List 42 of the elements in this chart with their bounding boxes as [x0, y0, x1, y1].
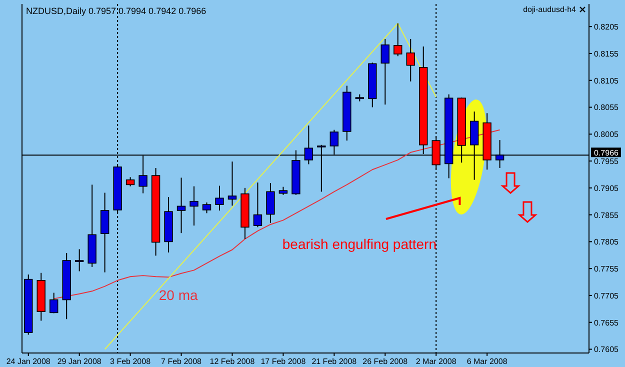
candlestick: [406, 38, 415, 82]
x-tick-label: 24 Jan 2008: [6, 357, 51, 366]
candlestick: [126, 176, 135, 187]
y-tick-label: 0.7605: [594, 345, 620, 354]
y-tick-label: 0.8105: [594, 76, 620, 86]
series-label: 20 ma: [158, 286, 198, 303]
y-tick-label: 0.8055: [594, 103, 620, 112]
x-tick-label: 21 Feb 2008: [312, 357, 358, 366]
y-tick-label: 0.8155: [594, 49, 620, 58]
candlestick: [190, 186, 198, 226]
y-tick-label: 0.7805: [594, 238, 620, 247]
x-tick-label: 6 Mar 2008: [466, 357, 508, 366]
x-tick-label: 26 Feb 2008: [362, 357, 408, 366]
ref-line-label: 0.7966: [594, 148, 620, 158]
candlestick: [253, 182, 262, 228]
candlestick: [266, 182, 275, 224]
candlestick: [215, 185, 224, 211]
chart-title: NZDUSD,Daily 0.7957 0.7994 0.7942 0.7966: [26, 6, 206, 16]
candlestick: [394, 22, 402, 57]
candlestick: [100, 192, 110, 273]
y-tick-label: 0.7905: [594, 184, 620, 193]
candlestick: [228, 161, 237, 206]
x-tick-label: 17 Feb 2008: [260, 357, 306, 366]
candlestick: [202, 202, 212, 214]
y-tick-label: 0.7855: [594, 210, 620, 220]
x-tick-label: 2 Mar 2008: [416, 357, 457, 366]
y-tick-label: 0.7705: [594, 291, 620, 300]
candlestick: [50, 292, 58, 314]
x-tick-label: 12 Feb 2008: [210, 357, 256, 366]
candlestick: [176, 177, 186, 234]
y-tick-label: 0.8205: [594, 22, 620, 32]
y-tick-label: 0.7655: [594, 318, 620, 328]
text: doji-audusd-h4: [523, 5, 577, 14]
y-tick-label: 0.7955: [594, 157, 620, 166]
y-tick-label: 0.8005: [594, 130, 620, 140]
candlestick: [380, 38, 390, 106]
annotation: bearish engulfing pattern: [282, 236, 437, 252]
x-tick-label: 3 Feb 2008: [110, 357, 152, 366]
x-tick-label: 7 Feb 2008: [161, 357, 202, 366]
y-tick-label: 0.7755: [594, 264, 620, 274]
candlestick: [74, 248, 84, 272]
x-tick-label: 29 Jan 2008: [57, 357, 102, 366]
